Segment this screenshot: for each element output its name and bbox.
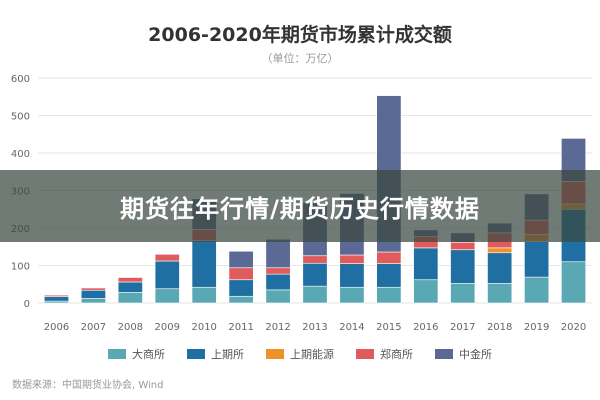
- legend-label: 郑商所: [380, 348, 413, 361]
- legend-item: 上期所: [187, 346, 244, 362]
- bar-segment-2020-大商所: [561, 261, 587, 304]
- y-tick-label: 0: [24, 299, 30, 310]
- bar-segment-2006-上期所: [43, 296, 69, 302]
- legend-label: 中金所: [459, 348, 492, 361]
- x-tick-label: 2008: [118, 322, 143, 333]
- legend-swatch: [266, 349, 284, 359]
- x-tick-label: 2015: [376, 322, 401, 333]
- bar-segment-2017-郑商所: [450, 241, 476, 251]
- legend-swatch: [356, 349, 374, 359]
- bar-segment-2015-郑商所: [376, 251, 402, 264]
- x-tick-label: 2010: [191, 322, 216, 333]
- bar-segment-2012-上期所: [265, 273, 291, 291]
- bar-segment-2014-郑商所: [339, 254, 365, 264]
- bar-segment-2010-上期所: [191, 240, 217, 288]
- legend-item: 大商所: [108, 346, 165, 362]
- bar-segment-2007-大商所: [80, 298, 106, 304]
- bar-segment-2010-大商所: [191, 286, 217, 304]
- bar-segment-2009-上期所: [154, 260, 180, 290]
- bar-segment-2016-大商所: [413, 279, 439, 304]
- y-tick-label: 500: [11, 112, 30, 123]
- bar-segment-2011-大商所: [228, 295, 254, 304]
- x-tick-label: 2014: [339, 322, 364, 333]
- legend-swatch: [108, 349, 126, 359]
- legend-swatch: [435, 349, 453, 359]
- x-tick-label: 2011: [228, 322, 253, 333]
- x-tick-label: 2013: [302, 322, 327, 333]
- bar-segment-2009-大商所: [154, 288, 180, 304]
- legend-swatch: [187, 349, 205, 359]
- bar-segment-2016-上期所: [413, 247, 439, 281]
- x-tick-label: 2006: [44, 322, 69, 333]
- bar-segment-2013-上期所: [302, 262, 328, 287]
- bar-segment-2013-大商所: [302, 285, 328, 304]
- bar-segment-2012-大商所: [265, 289, 291, 304]
- bar-segment-2017-上期所: [450, 249, 476, 284]
- bar-segment-2017-大商所: [450, 283, 476, 304]
- y-tick-label: 400: [11, 149, 30, 160]
- bar-segment-2011-郑商所: [228, 267, 254, 281]
- legend-item: 上期能源: [266, 346, 334, 362]
- bar-segment-2008-郑商所: [117, 277, 143, 283]
- legend-label: 上期所: [211, 348, 244, 361]
- bar-segment-2014-上期所: [339, 263, 365, 288]
- x-tick-label: 2020: [561, 322, 586, 333]
- chart-title: 2006-2020年期货市场累计成交额: [148, 24, 452, 46]
- bar-segment-2012-中金所: [265, 238, 291, 269]
- y-tick-label: 600: [11, 74, 30, 85]
- x-tick-label: 2009: [155, 322, 180, 333]
- bar-segment-2011-上期所: [228, 279, 254, 297]
- bars: [43, 95, 587, 304]
- x-tick-label: 2018: [487, 322, 512, 333]
- bar-segment-2019-大商所: [524, 276, 550, 304]
- x-tick-label: 2017: [450, 322, 475, 333]
- bar-segment-2019-上期所: [524, 241, 550, 278]
- bar-segment-2014-大商所: [339, 286, 365, 304]
- bar-segment-2007-上期所: [80, 289, 106, 299]
- bar-segment-2006-郑商所: [43, 294, 69, 297]
- bar-segment-2012-郑商所: [265, 267, 291, 275]
- bar-segment-2018-大商所: [487, 283, 513, 304]
- overlay-banner: 期货往年行情/期货历史行情数据: [0, 170, 600, 242]
- legend-label: 大商所: [132, 348, 165, 361]
- bar-segment-2018-上期能源: [487, 247, 513, 254]
- legend-label: 上期能源: [290, 348, 334, 361]
- legend-item: 郑商所: [356, 346, 413, 362]
- source-note: 数据来源：中国期货业协会, Wind: [12, 380, 164, 391]
- x-tick-label: 2007: [81, 322, 106, 333]
- bar-segment-2018-上期所: [487, 252, 513, 284]
- bar-segment-2008-大商所: [117, 292, 143, 304]
- x-tick-label: 2012: [265, 322, 290, 333]
- bar-segment-2007-郑商所: [80, 287, 106, 291]
- banner-text: 期货往年行情/期货历史行情数据: [120, 194, 480, 223]
- legend-item: 中金所: [435, 346, 492, 362]
- bar-segment-2011-中金所: [228, 250, 254, 269]
- bar-segment-2008-上期所: [117, 281, 143, 293]
- bar-segment-2013-郑商所: [302, 255, 328, 264]
- bar-segment-2009-郑商所: [154, 253, 180, 262]
- bar-segment-2015-大商所: [376, 286, 402, 304]
- chart-subtitle: （单位：万亿）: [261, 52, 339, 65]
- x-tick-label: 2019: [524, 322, 549, 333]
- legend: 大商所 上期所 上期能源 郑商所 中金所: [0, 346, 600, 362]
- y-tick-label: 100: [11, 262, 30, 273]
- bar-segment-2015-上期所: [376, 263, 402, 288]
- x-tick-label: 2016: [413, 322, 438, 333]
